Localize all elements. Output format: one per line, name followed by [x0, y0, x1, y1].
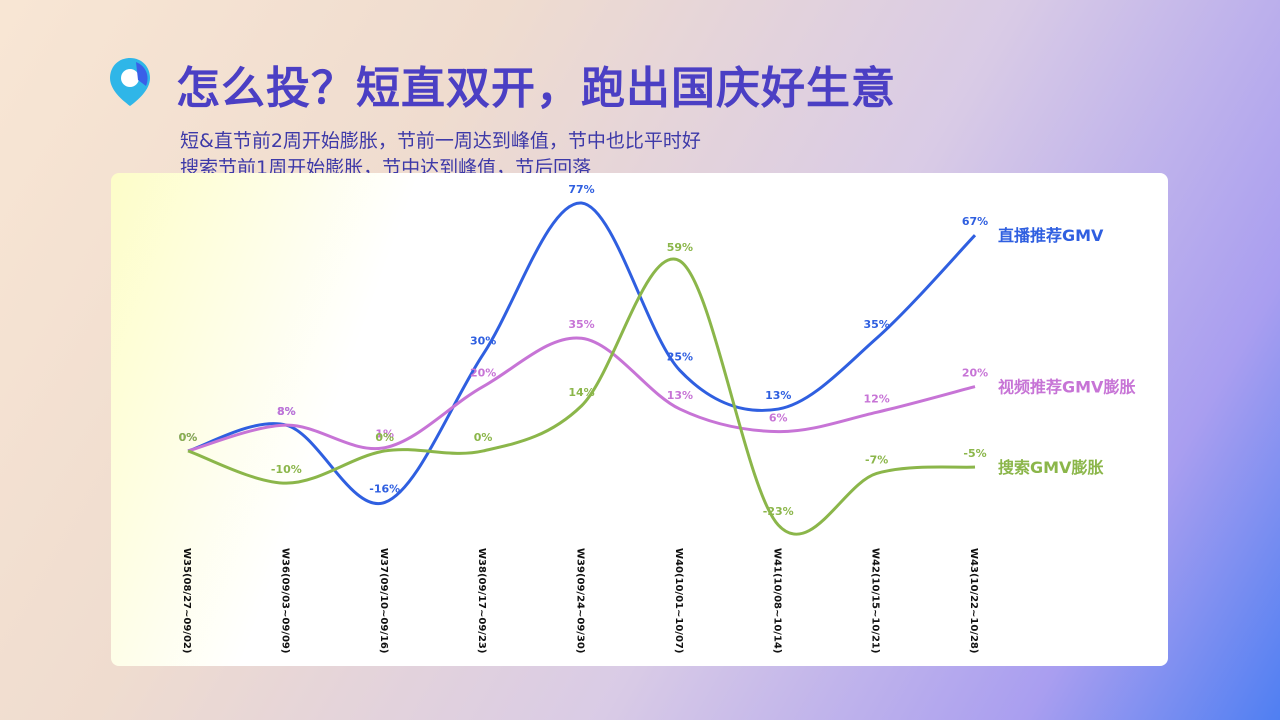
data-label: 14% — [568, 386, 594, 399]
data-label: 6% — [769, 412, 788, 425]
data-label: 12% — [863, 392, 889, 405]
data-label: -16% — [369, 482, 400, 495]
data-label: 0% — [179, 431, 198, 444]
data-label: 13% — [667, 389, 693, 402]
data-label: 59% — [667, 241, 693, 254]
data-label: -23% — [763, 505, 794, 518]
x-tick-label: W39(09/24~09/30) — [575, 548, 586, 653]
data-label: 35% — [568, 318, 594, 331]
data-label: 20% — [962, 367, 988, 380]
data-label: 0% — [179, 431, 198, 444]
x-tick-label: W37(09/10~09/16) — [378, 548, 389, 653]
data-label: 13% — [765, 389, 791, 402]
series-line — [187, 201, 977, 506]
data-label: 30% — [470, 334, 496, 347]
subtitle: 短&直节前2周开始膨胀，节前一周达到峰值，节中也比平时好 — [180, 130, 701, 152]
chart-panel — [111, 173, 1168, 666]
series-line — [187, 257, 976, 536]
data-label: 8% — [277, 405, 296, 418]
series-line — [187, 336, 976, 453]
legend-label: 搜索GMV膨胀 — [998, 458, 1103, 477]
data-label: 67% — [962, 215, 988, 228]
x-tick-label: W38(09/17~09/23) — [476, 548, 487, 653]
data-label: 0% — [474, 431, 493, 444]
x-tick-label: W43(10/22~10/28) — [968, 548, 979, 653]
legend-label: 视频推荐GMV膨胀 — [998, 378, 1135, 397]
data-label: 1% — [375, 428, 394, 441]
x-tick-label: W36(09/03~09/09) — [279, 548, 290, 653]
data-label: 77% — [568, 183, 594, 196]
x-tick-label: W41(10/08~10/14) — [771, 548, 782, 653]
data-label: 0% — [375, 431, 394, 444]
logo — [110, 58, 150, 106]
x-tick-label: W35(08/27~09/02) — [181, 548, 192, 653]
x-tick-label: W40(10/01~10/07) — [673, 548, 684, 653]
data-label: 0% — [179, 431, 198, 444]
x-tick-label: W42(10/15~10/21) — [870, 548, 881, 653]
data-label: -5% — [963, 447, 986, 460]
data-label: 25% — [667, 350, 693, 363]
legend-label: 直播推荐GMV — [998, 226, 1104, 245]
data-label: -10% — [271, 463, 302, 476]
data-label: 20% — [470, 367, 496, 380]
title: 怎么投？短直双开，跑出国庆好生意 — [176, 63, 896, 114]
data-label: -7% — [865, 453, 888, 466]
data-label: 35% — [863, 318, 889, 331]
data-label: 8% — [277, 405, 296, 418]
